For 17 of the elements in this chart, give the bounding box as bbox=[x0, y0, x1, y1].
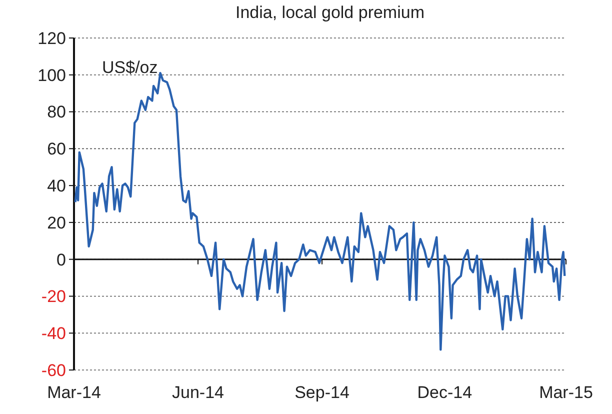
y-tick-label: 60 bbox=[47, 140, 66, 159]
x-tick-label: Mar-14 bbox=[47, 383, 101, 402]
y-tick-label: -40 bbox=[41, 324, 66, 344]
x-tick-label: Jun-14 bbox=[172, 383, 224, 402]
y-axis-title: US$/oz bbox=[102, 58, 158, 77]
y-tick-label: -60 bbox=[41, 360, 66, 380]
y-tick-label: 20 bbox=[47, 213, 66, 232]
y-tick-label: -20 bbox=[41, 287, 66, 306]
y-tick-label: 40 bbox=[47, 176, 66, 196]
x-tick-label: Sep-14 bbox=[294, 383, 350, 402]
x-tick-label: Dec-14 bbox=[417, 383, 472, 402]
y-tick-label: 0 bbox=[56, 250, 66, 270]
y-tick-label: 100 bbox=[38, 66, 66, 85]
y-tick-label: 120 bbox=[38, 28, 66, 48]
y-tick-label: 80 bbox=[47, 102, 66, 122]
x-tick-label: Mar-15 bbox=[539, 383, 593, 402]
chart-title: India, local gold premium bbox=[236, 3, 424, 22]
